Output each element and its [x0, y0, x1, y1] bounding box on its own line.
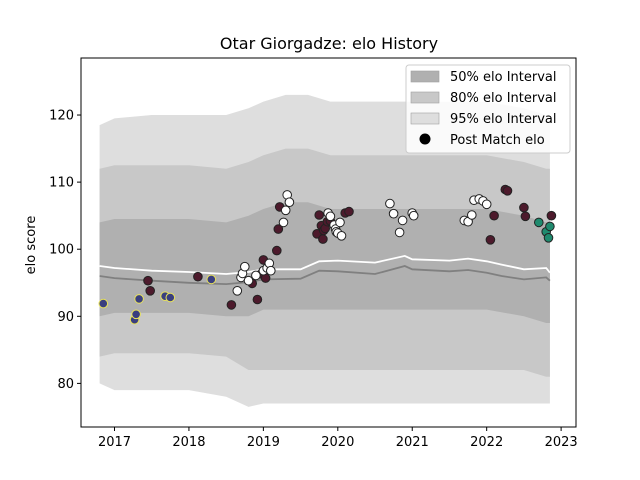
data-point	[251, 270, 261, 281]
legend-label: Post Match elo	[450, 133, 545, 148]
x-tick-label: 2021	[396, 435, 429, 450]
y-axis-label: elo score	[24, 216, 39, 275]
legend-label: 50% elo Interval	[450, 70, 557, 85]
data-point	[534, 217, 544, 228]
data-point	[134, 294, 144, 304]
data-point	[489, 210, 499, 221]
legend-swatch	[410, 112, 440, 125]
data-point	[318, 234, 328, 244]
data-point	[408, 210, 419, 221]
legend: 50% elo Interval 80% elo Interval 95% elo …	[405, 64, 571, 154]
y-tick-label: 80	[57, 377, 74, 392]
data-point	[481, 199, 492, 210]
axis-ticks: 2017 2018 2019 2020 2021 2022 2023 80 90 100 110 12…	[49, 109, 577, 450]
data-point	[280, 205, 291, 216]
data-point	[467, 210, 477, 220]
data-point	[131, 309, 141, 320]
data-point	[388, 208, 399, 219]
data-point	[143, 275, 153, 286]
data-point	[252, 294, 263, 305]
data-point	[336, 231, 347, 241]
data-point	[335, 217, 345, 228]
band-50	[99, 202, 550, 323]
data-point	[273, 224, 284, 234]
plot-area	[80, 57, 577, 428]
x-tick-label: 2020	[321, 435, 354, 450]
x-tick-label: 2019	[247, 435, 280, 450]
mean-line	[99, 254, 551, 275]
data-point	[545, 221, 555, 232]
x-tick-label: 2022	[470, 435, 503, 450]
data-point	[278, 217, 289, 228]
y-tick-label: 120	[49, 109, 74, 124]
data-point	[284, 197, 295, 207]
legend-label: 80% elo Interval	[450, 91, 557, 106]
data-point	[266, 265, 276, 276]
data-point	[485, 235, 496, 245]
data-point	[546, 210, 557, 221]
data-point	[325, 211, 336, 222]
x-tick-label: 2017	[98, 435, 131, 450]
y-tick-label: 110	[49, 176, 74, 191]
data-point	[520, 211, 531, 222]
data-point	[385, 198, 395, 209]
legend-box	[405, 64, 571, 154]
legend-swatch	[410, 70, 440, 83]
data-point	[243, 275, 254, 286]
data-point	[397, 215, 408, 226]
data-point	[314, 210, 325, 220]
data-point	[165, 292, 176, 303]
data-point	[232, 286, 243, 296]
y-tick-label: 100	[49, 243, 74, 258]
legend-swatch	[410, 91, 440, 104]
data-point	[502, 186, 513, 196]
legend-label: 95% elo Interval	[450, 112, 557, 127]
y-tick-label: 90	[57, 310, 74, 325]
legend-marker	[419, 133, 431, 145]
data-point	[519, 202, 529, 213]
data-point	[226, 300, 237, 310]
data-point	[193, 271, 203, 282]
x-tick-label: 2023	[545, 435, 578, 450]
median-line	[99, 265, 551, 286]
x-tick-label: 2018	[172, 435, 205, 450]
data-point	[272, 245, 282, 256]
data-point	[344, 206, 354, 217]
data-point	[394, 227, 405, 238]
plot-frame	[80, 57, 577, 428]
data-point	[98, 298, 109, 309]
data-point	[145, 286, 155, 296]
data-point	[543, 233, 554, 243]
data-point	[240, 261, 250, 272]
chart-title: Otar Giorgadze: elo History	[220, 34, 438, 53]
data-point	[206, 274, 217, 285]
